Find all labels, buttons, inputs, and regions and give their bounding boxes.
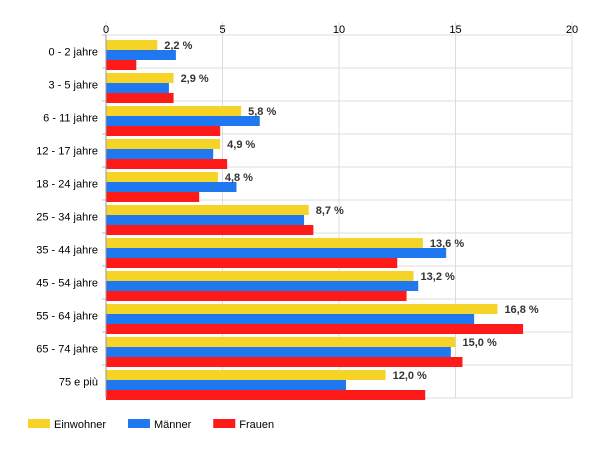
data-label: 8,7 % (316, 205, 344, 217)
data-label: 2,2 % (164, 40, 192, 52)
category-label: 25 - 34 jahre (36, 212, 98, 224)
category-label: 3 - 5 jahre (48, 80, 98, 92)
bar-einwohner (106, 370, 386, 380)
data-label: 15,0 % (463, 337, 497, 349)
x-tick-label: 10 (333, 24, 345, 36)
data-label: 12,0 % (393, 370, 427, 382)
data-label: 5,8 % (248, 106, 276, 118)
legend-label: Frauen (239, 419, 274, 431)
bar-männer (106, 50, 176, 60)
bar-frauen (106, 60, 137, 70)
legend-label: Einwohner (54, 419, 106, 431)
category-label: 0 - 2 jahre (48, 47, 98, 59)
bar-männer (106, 182, 237, 192)
x-tick-label: 0 (103, 24, 109, 36)
bar-frauen (106, 291, 407, 301)
category-label: 6 - 11 jahre (43, 113, 98, 125)
bar-einwohner (106, 304, 498, 314)
bar-einwohner (106, 106, 242, 116)
bar-einwohner (106, 139, 221, 149)
category-label: 65 - 74 jahre (36, 344, 98, 356)
bar-frauen (106, 324, 524, 334)
bar-einwohner (106, 172, 218, 182)
bar-einwohner (106, 205, 309, 215)
legend-swatch-männer (127, 419, 150, 428)
data-label: 4,9 % (227, 139, 255, 151)
bar-frauen (106, 258, 398, 268)
data-label: 16,8 % (504, 304, 538, 316)
x-tick-label: 5 (219, 24, 225, 36)
data-label: 13,2 % (421, 271, 455, 283)
category-label: 12 - 17 jahre (36, 146, 98, 158)
bar-einwohner (106, 73, 174, 83)
category-label: 55 - 64 jahre (36, 311, 98, 323)
bar-männer (106, 215, 305, 225)
bar-frauen (106, 93, 174, 103)
category-label: 18 - 24 jahre (36, 179, 98, 191)
bar-männer (106, 248, 447, 258)
bar-frauen (106, 159, 228, 169)
bar-einwohner (106, 238, 423, 248)
data-label: 4,8 % (225, 172, 253, 184)
bar-frauen (106, 192, 200, 202)
x-tick-label: 15 (449, 24, 461, 36)
data-label: 13,6 % (430, 238, 464, 250)
category-label: 35 - 44 jahre (36, 245, 98, 257)
x-tick-label: 20 (566, 24, 578, 36)
bar-einwohner (106, 337, 456, 347)
bar-männer (106, 116, 260, 126)
bar-männer (106, 83, 169, 93)
bar-männer (106, 380, 346, 390)
bar-einwohner (106, 40, 158, 50)
bar-einwohner (106, 271, 414, 281)
data-label: 2,9 % (181, 73, 209, 85)
bar-männer (106, 149, 214, 159)
category-label: 75 e più (59, 377, 98, 389)
legend-label: Männer (154, 419, 192, 431)
category-label: 45 - 54 jahre (36, 278, 98, 290)
bar-männer (106, 314, 475, 324)
bar-frauen (106, 225, 314, 235)
bar-frauen (106, 126, 221, 136)
legend-swatch-einwohner (28, 419, 50, 428)
bar-männer (106, 347, 451, 357)
bar-männer (106, 281, 419, 291)
bar-frauen (106, 357, 463, 367)
legend-swatch-frauen (213, 419, 236, 428)
bar-frauen (106, 390, 426, 400)
